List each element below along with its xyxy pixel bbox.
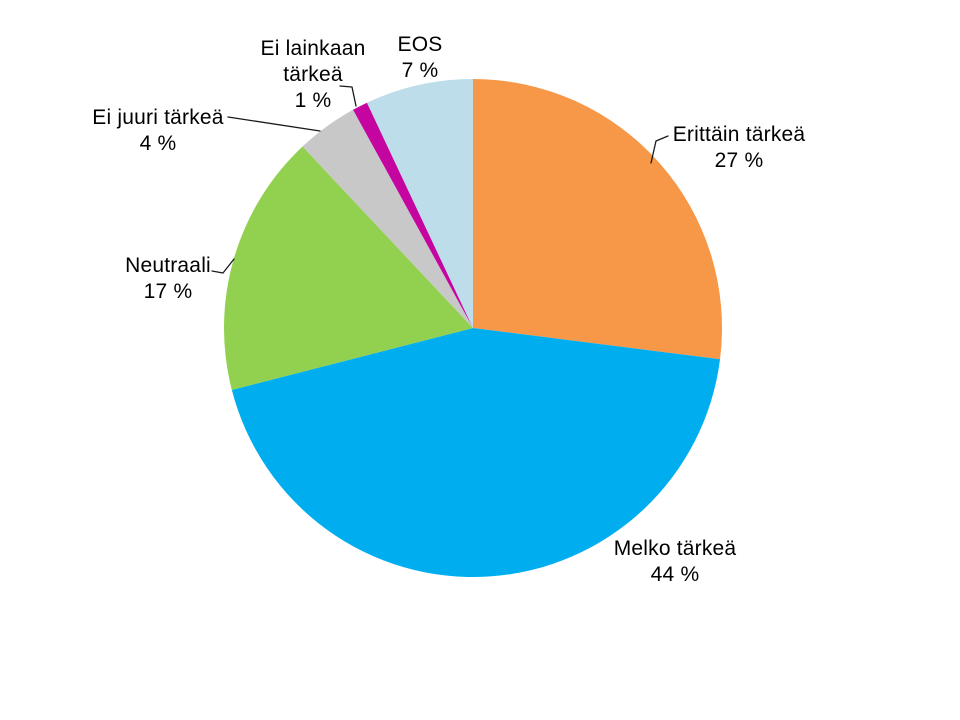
slice-label-ei-lainkaan-tarkea: Ei lainkaan tärkeä 1 % xyxy=(248,36,378,114)
slice-label-pct: 44 % xyxy=(650,563,700,586)
slice-label-pct: 1 % xyxy=(294,89,332,112)
slice-label-erittain-tarkea: Erittäin tärkeä 27 % xyxy=(649,122,829,174)
slice-label-pct: 17 % xyxy=(143,280,193,303)
slice-label-pct: 7 % xyxy=(401,59,439,82)
leader-neutraali xyxy=(211,258,235,274)
slice-label-neutraali: Neutraali 17 % xyxy=(78,253,258,305)
pie-slice-2 xyxy=(223,146,473,390)
pie-slice-1 xyxy=(231,328,721,578)
pie xyxy=(223,79,723,578)
leader-ei-juuri-tarkea xyxy=(227,116,321,132)
slice-label-ei-juuri-tarkea: Ei juuri tärkeä 4 % xyxy=(58,105,258,157)
slice-label-pct: 27 % xyxy=(714,149,764,172)
pie-slice-3 xyxy=(302,109,473,328)
slice-label-eos: EOS 7 % xyxy=(375,32,465,84)
slice-label-text: EOS xyxy=(397,33,443,56)
slice-label-melko-tarkea: Melko tärkeä 44 % xyxy=(585,536,765,588)
pie-slice-5 xyxy=(366,79,473,328)
slice-label-text: Erittäin tärkeä xyxy=(672,123,806,146)
leader-erittain-tarkea xyxy=(650,135,669,164)
slice-label-pct: 4 % xyxy=(139,132,177,155)
slice-label-text: Melko tärkeä xyxy=(613,537,737,560)
slice-label-text: Ei lainkaan tärkeä xyxy=(260,37,366,86)
leader-lines xyxy=(211,85,669,274)
slice-label-text: Ei juuri tärkeä xyxy=(92,106,224,129)
leader-ei-lainkaan-tarkea xyxy=(339,85,357,107)
pie-slice-4 xyxy=(353,102,473,328)
pie-slice-0 xyxy=(473,79,723,360)
slice-label-text: Neutraali xyxy=(125,254,211,277)
